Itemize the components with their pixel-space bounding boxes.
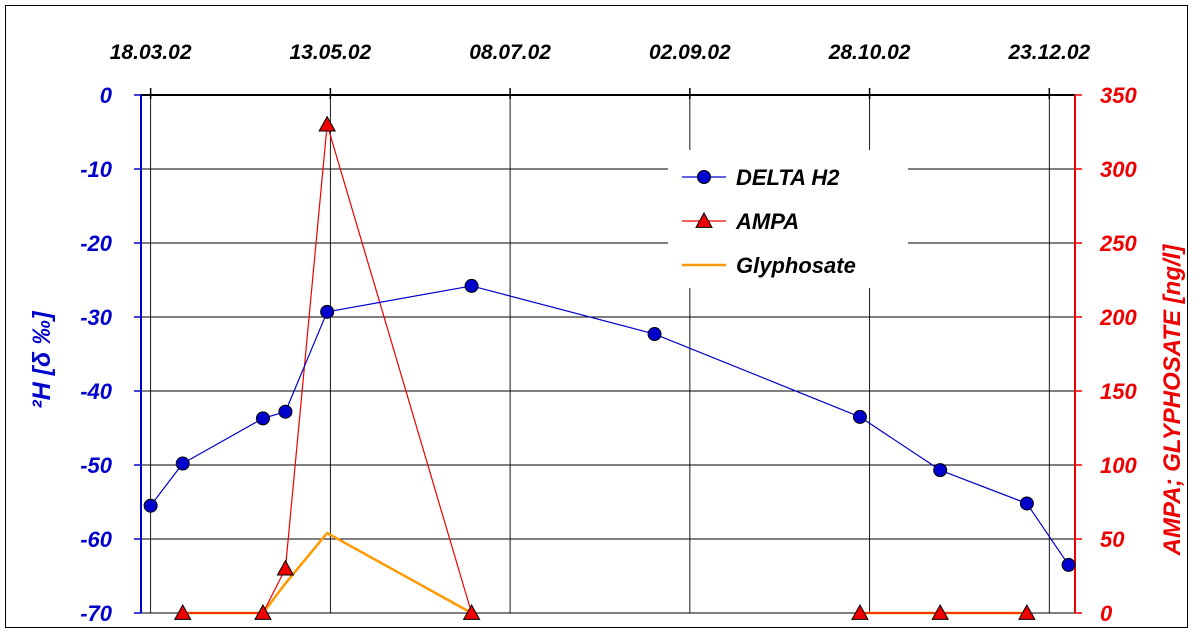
ampa-point [254,603,272,620]
grid-lines [141,95,1075,613]
x-tick-label: 28.10.02 [828,41,911,64]
axes [134,88,1082,614]
y-right-tick-label: 100 [1100,453,1137,478]
delta-h2-point [852,409,867,424]
ampa-point [1018,603,1036,620]
delta-h2-point [647,327,662,342]
legend-marker-triangle [695,211,713,228]
legend-marker-circle [697,170,711,184]
delta-h2-point [1019,496,1034,511]
ampa-point [276,559,295,576]
y-left-axis-title: ²H [δ ‰] [28,310,56,409]
x-tick-label: 18.03.02 [110,41,192,64]
y-right-tick-label: 50 [1100,527,1125,552]
x-tick-label: 23.12.02 [1007,41,1090,64]
legend: DELTA H2 AMPA Glyphosate [668,150,908,288]
y-left-tick-label: -20 [80,231,113,256]
delta-h2-line [150,285,1070,566]
y-right-tick-label: 250 [1099,231,1137,256]
delta-h2-point [464,278,479,293]
legend-label: Glyphosate [736,253,856,278]
x-tick-label: 13.05.02 [289,41,371,64]
delta-h2-point [255,411,270,426]
y-left-tick-label: -70 [80,601,113,626]
delta-h2-point [175,456,190,471]
y-right-tick-label: 150 [1100,379,1137,404]
delta-h2-point [320,304,335,319]
series-layer [143,115,1076,620]
delta-h2-point [143,498,158,513]
delta-h2-point [1061,557,1076,572]
legend-label: DELTA H2 [736,165,840,190]
glyphosate-line [182,531,473,615]
y-right-axis-title: AMPA; GLYPHOSATE [ng/l] [1159,244,1186,557]
y-left-tick-label: -60 [80,527,113,552]
y-right-tick-label: 300 [1100,157,1137,182]
delta-h2-point [933,463,948,478]
ampa-point [931,603,950,620]
chart-frame [5,5,1188,628]
y-left-tick-label: -30 [80,305,113,330]
ampa-point [318,115,337,132]
axis-labels: 18.03.02 13.05.02 08.07.02 02.09.02 28.10.02… [28,41,1186,626]
y-left-tick-label: -50 [80,453,113,478]
ampa-line [182,123,473,614]
delta-h2-point [278,404,293,419]
ampa-point [462,603,481,620]
x-tick-label: 02.09.02 [649,41,731,64]
legend-label: AMPA [735,209,799,234]
ampa-point [173,603,192,620]
y-left-tick-label: -40 [80,379,113,404]
y-left-tick-label: 0 [100,83,113,108]
ampa-point [851,603,869,620]
y-right-tick-label: 350 [1100,83,1137,108]
x-tick-label: 08.07.02 [469,41,551,64]
y-left-tick-label: -10 [80,157,113,182]
y-right-tick-label: 0 [1100,601,1113,626]
y-right-tick-label: 200 [1099,305,1137,330]
